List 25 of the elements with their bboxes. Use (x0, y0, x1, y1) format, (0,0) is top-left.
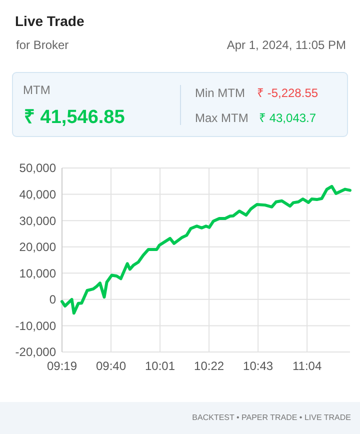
x-tick-label: 10:01 (145, 359, 176, 373)
y-tick-label: -20,000 (15, 345, 56, 360)
chart-title: Live Trade (15, 13, 84, 29)
text: ₹ -5,228.55 (257, 86, 318, 100)
text: Min MTM (195, 86, 245, 100)
chart-subtitle: for Broker (16, 38, 69, 52)
text: ₹ 41,546.85 (24, 107, 126, 128)
x-tick-label: 09:40 (96, 359, 126, 373)
y-tick-label: -10,000 (15, 318, 56, 333)
x-tick-label: 10:22 (194, 359, 224, 373)
text: Max MTM (195, 111, 248, 125)
y-tick-label: 30,000 (19, 214, 56, 228)
text: Apr 1, 2024, 11:05 PM (226, 38, 346, 52)
y-tick-label: 0 (49, 292, 56, 307)
y-tick-label: 40,000 (19, 187, 56, 202)
text: ₹ 43,043.7 (259, 111, 316, 125)
line-series (60, 184, 352, 315)
y-tick-label: 10,000 (19, 266, 56, 280)
y-tick-label: 50,000 (19, 161, 56, 176)
text: MTM (23, 83, 50, 97)
x-tick-label: 11:04 (292, 359, 322, 373)
text: BACKTEST • PAPER TRADE • LIVE TRADE (192, 413, 351, 422)
y-tick-label: 20,000 (19, 240, 56, 254)
x-tick-label: 09:19 (46, 359, 78, 373)
x-tick-label: 10:43 (243, 359, 274, 373)
